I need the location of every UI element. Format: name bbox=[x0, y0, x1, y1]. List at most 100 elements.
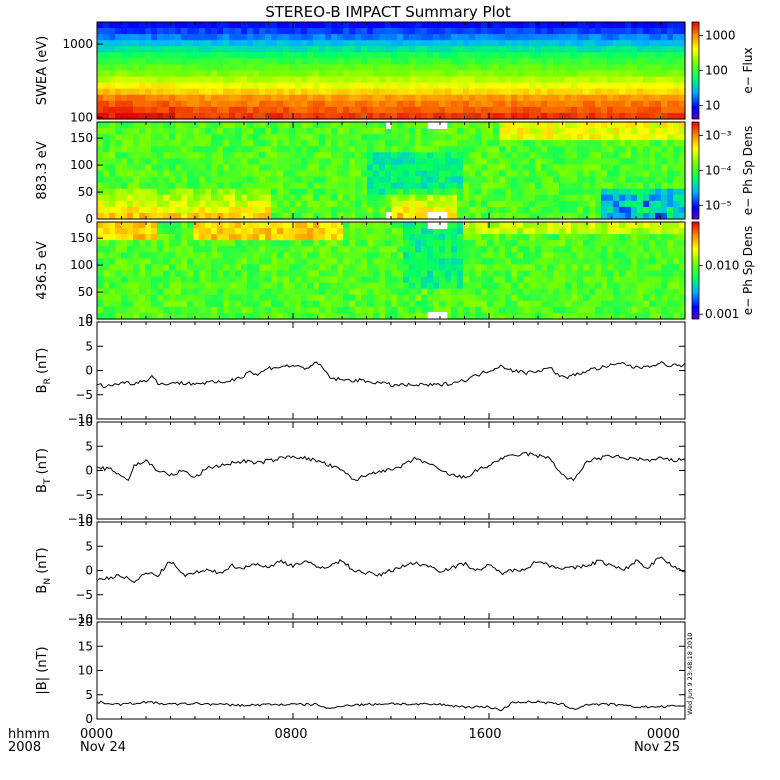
spectrogram-cell bbox=[337, 170, 344, 178]
spectrogram-cell bbox=[409, 100, 416, 108]
spectrogram-cell bbox=[523, 82, 530, 90]
spectrogram-cell bbox=[175, 294, 182, 302]
spectrogram-cell bbox=[193, 222, 200, 229]
spectrogram-cell bbox=[607, 122, 614, 129]
spectrogram-cell bbox=[361, 300, 368, 308]
spectrogram-cell bbox=[625, 28, 632, 35]
spectrogram-cell bbox=[307, 164, 314, 172]
spectrogram-cell bbox=[211, 34, 218, 41]
spectrogram-cell bbox=[265, 76, 272, 84]
spectrogram-cell bbox=[583, 158, 590, 166]
spectrogram-cell bbox=[367, 300, 374, 308]
spectrogram-cell bbox=[595, 222, 602, 229]
spectrogram-cell bbox=[103, 28, 110, 35]
spectrogram-cell bbox=[535, 234, 542, 241]
spectrogram-cell bbox=[595, 240, 602, 247]
spectrogram-cell bbox=[211, 52, 218, 59]
spectrogram-cell bbox=[103, 234, 110, 241]
spectrogram-cell bbox=[295, 164, 302, 172]
spectrogram-cell bbox=[181, 188, 188, 196]
spectrogram-cell bbox=[655, 128, 662, 135]
spectrogram-cell bbox=[103, 70, 110, 78]
spectrogram-cell bbox=[187, 258, 194, 266]
spectrogram-cell bbox=[595, 112, 602, 120]
spectrogram-cell bbox=[529, 188, 536, 196]
spectrogram-cell bbox=[361, 234, 368, 241]
spectrogram-cell bbox=[109, 70, 116, 78]
spectrogram-cell bbox=[613, 82, 620, 90]
spectrogram-cell bbox=[175, 94, 182, 102]
spectrogram-cell bbox=[283, 40, 290, 47]
spectrogram-cell bbox=[367, 258, 374, 266]
spectrogram-cell bbox=[397, 276, 404, 284]
spectrogram-cell bbox=[619, 112, 626, 120]
spectrogram-cell bbox=[337, 128, 344, 135]
spectrogram-cell bbox=[409, 88, 416, 96]
spectrogram-cell bbox=[499, 282, 506, 290]
spectrogram-cell bbox=[283, 282, 290, 290]
spectrogram-cell bbox=[607, 140, 614, 147]
spectrogram-cell bbox=[541, 312, 548, 320]
spectrogram-cell bbox=[145, 128, 152, 135]
spectrogram-cell bbox=[469, 170, 476, 178]
spectrogram-cell bbox=[619, 64, 626, 72]
spectrogram-cell bbox=[253, 234, 260, 241]
spectrogram-cell bbox=[505, 40, 512, 47]
spectrogram-cell bbox=[535, 100, 542, 108]
spectrogram-cell bbox=[319, 276, 326, 284]
spectrogram-cell bbox=[463, 70, 470, 78]
spectrogram-cell bbox=[565, 288, 572, 296]
spectrogram-cell bbox=[223, 194, 230, 202]
spectrogram-cell bbox=[397, 240, 404, 247]
spectrogram-cell bbox=[481, 52, 488, 59]
spectrogram-cell bbox=[583, 34, 590, 41]
spectrogram-cell bbox=[307, 258, 314, 266]
spectrogram-cell bbox=[679, 270, 686, 278]
spectrogram-cell bbox=[475, 34, 482, 41]
spectrogram-cell bbox=[601, 94, 608, 102]
spectrogram-cell bbox=[547, 264, 554, 272]
spectrogram-cell bbox=[139, 34, 146, 41]
spectrogram-cell bbox=[505, 64, 512, 72]
spectrogram-cell bbox=[115, 282, 122, 290]
spectrogram-cell bbox=[427, 88, 434, 96]
spectrogram-cell bbox=[625, 46, 632, 53]
spectrogram-cell bbox=[151, 100, 158, 108]
spectrogram-cell bbox=[541, 64, 548, 72]
spectrogram-cell bbox=[109, 122, 116, 129]
spectrogram-cell bbox=[649, 170, 656, 178]
spectrogram-cell bbox=[295, 270, 302, 278]
spectrogram-cell bbox=[361, 270, 368, 278]
spectrogram-cell bbox=[583, 146, 590, 153]
spectrogram-cell bbox=[619, 228, 626, 235]
spectrogram-cell bbox=[121, 106, 128, 114]
y-tick-label: 10 bbox=[78, 315, 93, 329]
spectrogram-cell bbox=[493, 134, 500, 141]
spectrogram-cell bbox=[271, 200, 278, 208]
spectrogram-cell bbox=[529, 228, 536, 235]
spectrogram-cell bbox=[409, 70, 416, 78]
spectrogram-cell bbox=[145, 94, 152, 102]
spectrogram-cell bbox=[643, 158, 650, 166]
spectrogram-cell bbox=[403, 128, 410, 135]
spectrogram-cell bbox=[295, 22, 302, 29]
spectrogram-cell bbox=[223, 182, 230, 190]
spectrogram-cell bbox=[259, 88, 266, 96]
spectrogram-cell bbox=[343, 200, 350, 208]
spectrogram-cell bbox=[475, 134, 482, 141]
spectrogram-cell bbox=[277, 252, 284, 259]
spectrogram-cell bbox=[397, 100, 404, 108]
spectrogram-cell bbox=[451, 164, 458, 172]
spectrogram-cell bbox=[307, 52, 314, 59]
spectrogram-cell bbox=[529, 146, 536, 153]
spectrogram-cell bbox=[103, 288, 110, 296]
spectrogram-cell bbox=[145, 276, 152, 284]
spectrogram-cell bbox=[457, 52, 464, 59]
spectrogram-cell bbox=[631, 46, 638, 53]
spectrogram-cell bbox=[559, 200, 566, 208]
spectrogram-cell bbox=[271, 46, 278, 53]
spectrogram-cell bbox=[349, 82, 356, 90]
spectrogram-cell bbox=[499, 164, 506, 172]
spectrogram-cell bbox=[535, 270, 542, 278]
spectrogram-cell bbox=[367, 70, 374, 78]
